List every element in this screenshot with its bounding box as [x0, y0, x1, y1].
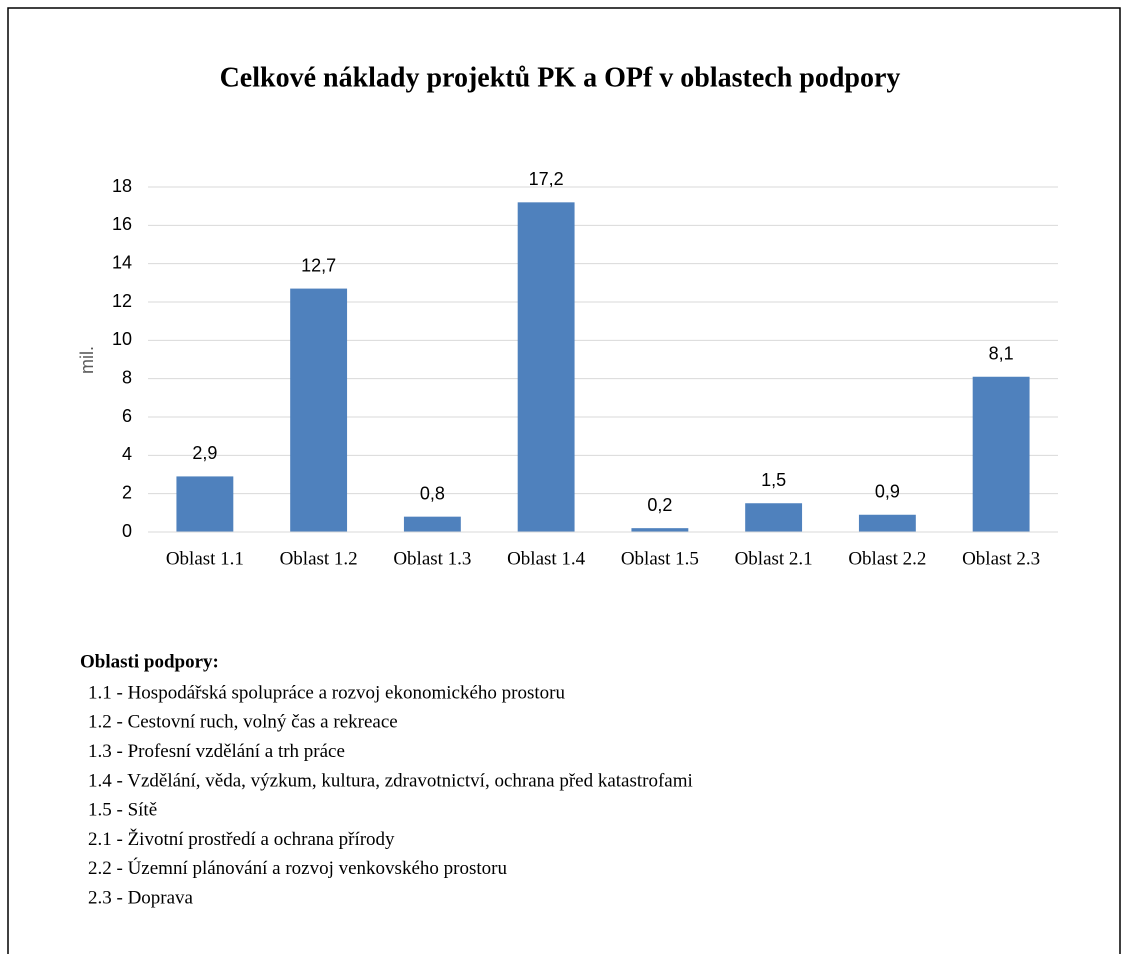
chart-title: Celkové náklady projektů PK a OPf v obla…	[220, 62, 901, 93]
y-axis-label: mil.	[77, 346, 97, 374]
bar	[403, 516, 461, 532]
data-label: 12,7	[301, 255, 336, 275]
y-tick-label: 2	[122, 482, 132, 502]
note-item: 1.3 - Profesní vzdělání a trh práce	[88, 741, 345, 762]
y-tick-label: 0	[122, 521, 132, 541]
bar	[858, 514, 916, 532]
notes-title: Oblasti podpory:	[80, 651, 219, 672]
y-tick-label: 18	[112, 176, 132, 196]
data-label: 0,2	[647, 495, 672, 515]
bar	[631, 528, 689, 532]
x-tick-label: Oblast 1.4	[507, 548, 586, 569]
x-tick-label: Oblast 2.3	[962, 548, 1040, 569]
note-item: 1.2 - Cestovní ruch, volný čas a rekreac…	[88, 712, 398, 733]
frame	[7, 7, 1121, 954]
bar	[517, 202, 575, 533]
note-item: 1.1 - Hospodářská spolupráce a rozvoj ek…	[88, 682, 565, 703]
y-tick-label: 6	[122, 406, 132, 426]
data-label: 2,9	[192, 443, 217, 463]
data-label: 17,2	[529, 169, 564, 189]
x-tick-label: Oblast 1.1	[166, 548, 244, 569]
x-tick-label: Oblast 1.2	[280, 548, 358, 569]
y-tick-label: 8	[122, 367, 132, 387]
note-item: 1.5 - Sítě	[88, 800, 157, 821]
note-item: 2.1 - Životní prostředí a ochrana přírod…	[88, 828, 395, 850]
y-tick-label: 12	[112, 291, 132, 311]
x-tick-label: Oblast 1.5	[621, 548, 699, 569]
y-tick-label: 14	[112, 252, 132, 272]
note-item: 1.4 - Vzdělání, věda, výzkum, kultura, z…	[88, 770, 693, 791]
data-label: 8,1	[989, 344, 1014, 364]
bar	[745, 503, 803, 532]
x-tick-label: Oblast 2.2	[848, 548, 926, 569]
y-tick-label: 4	[122, 444, 132, 464]
x-tick-label: Oblast 1.3	[393, 548, 471, 569]
bar	[972, 376, 1030, 532]
bar	[290, 288, 348, 532]
y-tick-label: 16	[112, 214, 132, 234]
note-item: 2.2 - Územní plánování a rozvoj venkovsk…	[88, 857, 507, 879]
data-label: 0,9	[875, 482, 900, 502]
bar	[176, 476, 234, 532]
x-tick-label: Oblast 2.1	[735, 548, 813, 569]
data-label: 1,5	[761, 470, 786, 490]
y-tick-label: 10	[112, 329, 132, 349]
note-item: 2.3 - Doprava	[88, 887, 194, 908]
data-label: 0,8	[420, 483, 445, 503]
